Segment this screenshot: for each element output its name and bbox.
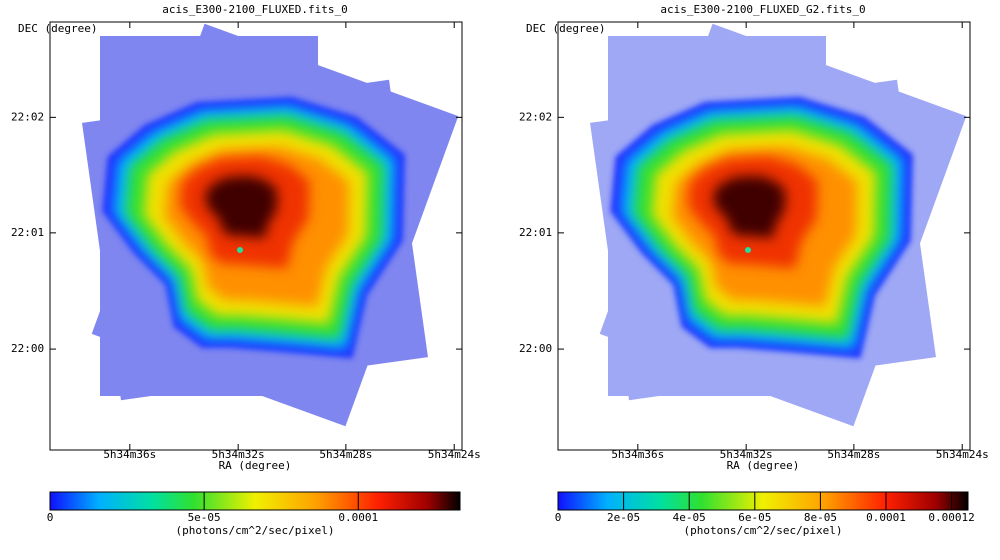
colorbar-label: (photons/cm^2/sec/pixel) [684,524,843,537]
colorbar-tick-label: 0.00012 [928,511,974,524]
colorbar-tick-label: 2e-05 [607,511,640,524]
y-tick-label: 22:01 [11,226,44,239]
x-tick-label: 5h34m32s [212,448,265,461]
colorbar-tick-label: 0 [47,511,54,524]
panel-title: acis_E300-2100_FLUXED_G2.fits_0 [660,3,865,16]
colorbar-tick-label: 8e-05 [804,511,837,524]
colorbar-label: (photons/cm^2/sec/pixel) [176,524,335,537]
x-tick-label: 5h34m36s [611,448,664,461]
y-axis-label: DEC (degree) [526,22,605,35]
x-axis-label: RA (degree) [219,459,292,472]
x-tick-label: 5h34m24s [936,448,989,461]
y-tick-label: 22:02 [11,110,44,123]
x-tick-label: 5h34m28s [319,448,372,461]
y-tick-label: 22:00 [11,342,44,355]
x-tick-label: 5h34m32s [720,448,773,461]
y-axis-label: DEC (degree) [18,22,97,35]
colorbar [49,491,461,511]
colorbar-tick-label: 6e-05 [738,511,771,524]
colorbar-tick-label: 0.0001 [866,511,906,524]
sky-image [82,23,459,427]
image-frame [49,21,463,451]
colorbar-tick-label: 0.0001 [338,511,378,524]
x-axis-label: RA (degree) [727,459,800,472]
y-tick-label: 22:02 [519,110,552,123]
x-tick-label: 5h34m28s [827,448,880,461]
colorbar-tick-label: 0 [555,511,562,524]
y-tick-label: 22:01 [519,226,552,239]
x-tick-label: 5h34m36s [103,448,156,461]
colorbar [557,491,969,511]
sky-image [590,23,967,427]
colorbar-tick-label: 5e-05 [188,511,221,524]
panel-title: acis_E300-2100_FLUXED.fits_0 [162,3,347,16]
emission-region [205,175,278,238]
point-source [745,247,751,253]
x-tick-label: 5h34m24s [428,448,481,461]
colorbar-tick-label: 4e-05 [673,511,706,524]
point-source [237,247,243,253]
emission-region [713,175,786,238]
image-frame [557,21,971,451]
y-tick-label: 22:00 [519,342,552,355]
